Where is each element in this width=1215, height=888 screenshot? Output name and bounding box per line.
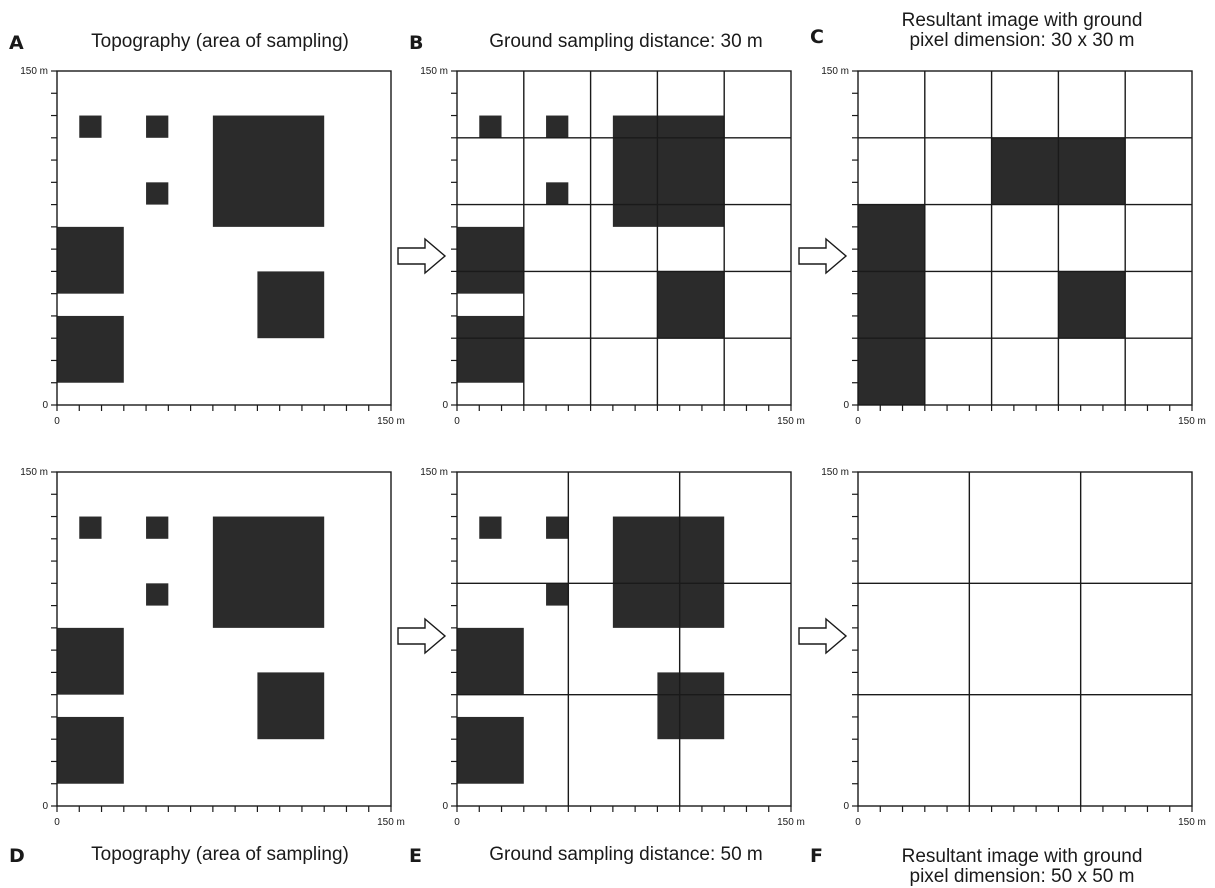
panel-title-line: Ground sampling distance: 30 m	[489, 31, 763, 52]
x-tick-label-min: 0	[54, 416, 60, 427]
topography-block	[657, 672, 725, 740]
x-tick-label-max: 150 m	[1178, 416, 1206, 427]
topography-block	[57, 226, 124, 294]
topography-block	[612, 115, 725, 227]
topography-block	[79, 115, 102, 138]
panel-title-line: Topography (area of sampling)	[91, 31, 349, 52]
topography-block	[57, 716, 124, 784]
topography-block	[146, 182, 169, 205]
x-tick-label-min: 0	[855, 416, 861, 427]
topography-block	[212, 516, 325, 628]
y-tick-label-min: 0	[42, 801, 48, 812]
panel-label: A	[9, 32, 24, 54]
y-tick-label-max: 150 m	[420, 467, 448, 478]
topography-block	[457, 627, 524, 695]
panel-title-line: pixel dimension: 50 x 50 m	[910, 866, 1135, 887]
y-tick-label-max: 150 m	[420, 66, 448, 77]
topography-block	[457, 716, 524, 784]
x-tick-label-max: 150 m	[777, 416, 805, 427]
panel-c: C Resultant image with ground pixel dimens…	[810, 10, 1206, 427]
panel-label: B	[409, 32, 423, 54]
y-tick-label-min: 0	[442, 801, 448, 812]
panel-title-line: Ground sampling distance: 50 m	[489, 844, 763, 865]
topography-block	[257, 672, 325, 740]
topography-block	[657, 271, 725, 339]
panel-title-line: Topography (area of sampling)	[91, 844, 349, 865]
topography-block	[57, 315, 124, 383]
x-tick-label-min: 0	[454, 416, 460, 427]
x-tick-label-min: 0	[454, 817, 460, 828]
topography-block	[546, 182, 569, 205]
y-tick-label-min: 0	[843, 801, 849, 812]
panel-a: A Topography (area of sampling) 0 150 m 0 150…	[9, 31, 405, 427]
topography-block	[257, 271, 325, 339]
y-tick-label-max: 150 m	[20, 467, 48, 478]
panel-frame	[456, 471, 792, 807]
panel-title-line: pixel dimension: 30 x 30 m	[910, 30, 1135, 51]
panel-frame	[56, 70, 392, 406]
filled-pixel	[1058, 271, 1126, 339]
y-tick-label-max: 150 m	[821, 467, 849, 478]
topography-block	[546, 583, 569, 606]
topography-block	[479, 115, 502, 138]
right-arrow-icon	[397, 237, 447, 275]
x-tick-label-max: 150 m	[777, 817, 805, 828]
topography-block	[457, 226, 524, 294]
y-tick-label-min: 0	[42, 400, 48, 411]
x-tick-label-min: 0	[54, 817, 60, 828]
panel-label: C	[810, 26, 824, 48]
panel-d: D Topography (area of sampling) 0 150 m 0 150…	[9, 467, 405, 867]
panel-title-line: Resultant image with ground	[902, 10, 1143, 31]
topography-block	[457, 315, 524, 383]
x-tick-label-max: 150 m	[1178, 817, 1206, 828]
topography-block	[546, 516, 569, 539]
panel-label: E	[409, 845, 422, 867]
panel-title: Resultant image with ground pixel dimensi…	[902, 10, 1143, 51]
panel-f: F Resultant image with ground pixel dimens…	[810, 467, 1206, 887]
panel-title: Topography (area of sampling)	[91, 31, 349, 52]
y-tick-label-min: 0	[442, 400, 448, 411]
x-tick-label-max: 150 m	[377, 817, 405, 828]
panel-title: Topography (area of sampling)	[91, 844, 349, 865]
panel-label: F	[810, 845, 823, 867]
right-arrow-icon	[798, 617, 848, 655]
y-tick-label-max: 150 m	[20, 66, 48, 77]
right-arrow-icon	[397, 617, 447, 655]
topography-block	[479, 516, 502, 539]
panel-frame	[456, 70, 792, 406]
panel-label: D	[9, 845, 25, 867]
topography-block	[79, 516, 102, 539]
panel-b: B Ground sampling distance: 30 m 0 150 m 0 15…	[409, 31, 805, 427]
topography-block	[212, 115, 325, 227]
panel-title: Resultant image with ground pixel dimensi…	[902, 846, 1143, 887]
topography-block	[146, 583, 169, 606]
x-tick-label-max: 150 m	[377, 416, 405, 427]
panel-title-line: Resultant image with ground	[902, 846, 1143, 867]
panel-frame	[857, 70, 1193, 406]
topography-block	[57, 627, 124, 695]
y-tick-label-max: 150 m	[821, 66, 849, 77]
panel-frame	[857, 471, 1193, 807]
panel-e: E Ground sampling distance: 50 m 0 150 m 0 15…	[409, 467, 805, 867]
panel-title: Ground sampling distance: 50 m	[489, 844, 763, 865]
topography-block	[612, 516, 725, 628]
filled-pixel	[858, 204, 925, 405]
topography-block	[146, 516, 169, 539]
panel-title: Ground sampling distance: 30 m	[489, 31, 763, 52]
topography-block	[146, 115, 169, 138]
topography-block	[546, 115, 569, 138]
panel-frame	[56, 471, 392, 807]
x-tick-label-min: 0	[855, 817, 861, 828]
y-tick-label-min: 0	[843, 400, 849, 411]
right-arrow-icon	[798, 237, 848, 275]
